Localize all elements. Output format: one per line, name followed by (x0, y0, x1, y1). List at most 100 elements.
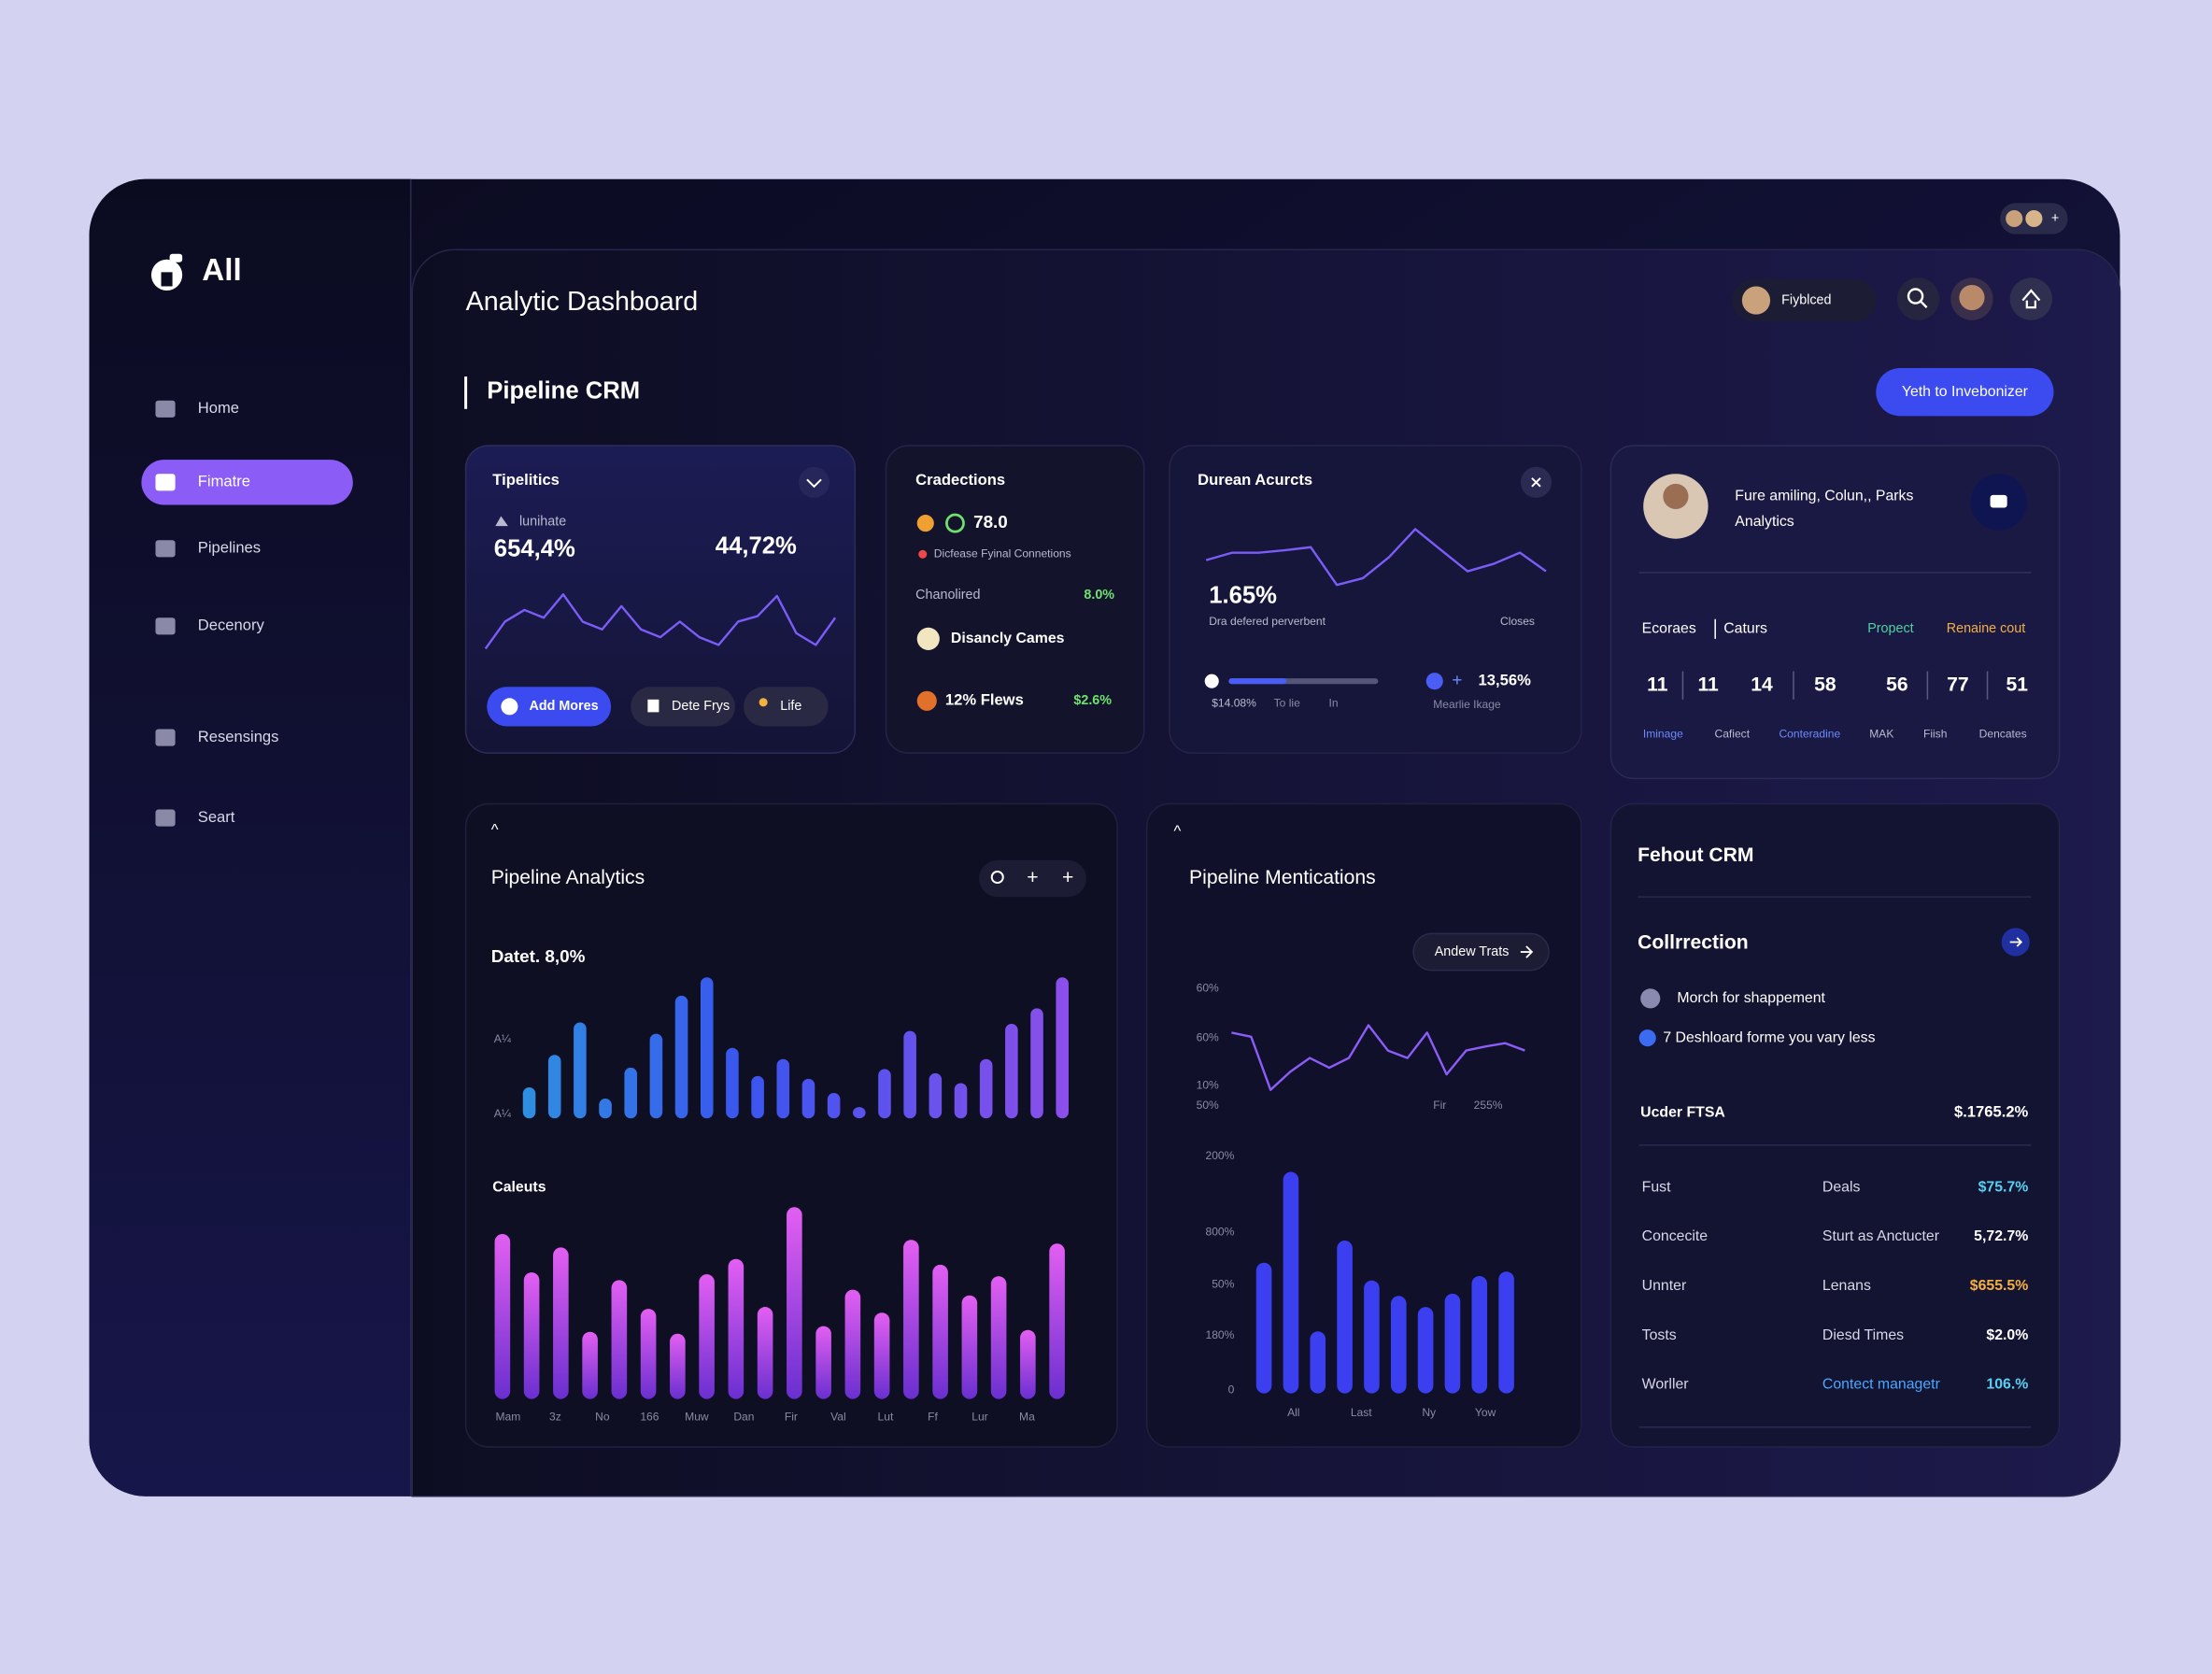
button-icon (501, 698, 518, 716)
score-icon (916, 515, 934, 532)
bar (776, 1058, 790, 1119)
card-value: 654,4% (494, 536, 575, 562)
button-label[interactable]: Dete Frys (672, 699, 730, 714)
bar (801, 1078, 815, 1119)
card-title: Tipelitics (492, 471, 560, 489)
label-icon (495, 516, 508, 527)
chart-tools[interactable] (979, 859, 1086, 898)
sidebar (89, 178, 411, 1497)
bar (1337, 1241, 1353, 1394)
nav-icon (155, 540, 176, 558)
item-label: Disancly Cames (951, 631, 1065, 646)
bar (757, 1307, 773, 1399)
active-nav-pill[interactable] (141, 460, 353, 505)
bar (751, 1075, 764, 1119)
axis-label: 60% (1197, 1030, 1219, 1043)
home-button[interactable] (2009, 277, 2053, 320)
button-add[interactable] (487, 687, 612, 727)
bar (574, 1022, 587, 1119)
bar (1005, 1024, 1018, 1119)
card-note: Dicfease Fyinal Connetions (934, 546, 1071, 560)
stat-label: Dencates (1979, 728, 2027, 741)
button-icon (647, 699, 659, 713)
bar (903, 1240, 919, 1399)
card-caption: Dra defered perverbent (1209, 615, 1326, 628)
row-label: 12% Flews (945, 691, 1024, 709)
axis-note: 255% (1474, 1099, 1503, 1112)
note-dot (918, 549, 928, 559)
slider-handle[interactable] (1204, 674, 1219, 688)
row-label: Tosts (1642, 1327, 1677, 1343)
action-button[interactable] (1876, 368, 2054, 417)
button-icon (759, 698, 768, 707)
bar (1498, 1271, 1514, 1394)
tab[interactable]: Caturs (1723, 621, 1767, 637)
axis-label: 200% (1206, 1149, 1235, 1162)
button-date[interactable] (631, 687, 735, 727)
bar (640, 1309, 657, 1399)
nav-item[interactable]: Seart (198, 808, 235, 826)
tab[interactable]: Ecoraes (1642, 621, 1696, 637)
button-label[interactable]: Add Mores (530, 699, 599, 714)
user-pill[interactable] (1732, 278, 1877, 322)
chevron-icon (806, 478, 822, 489)
search-button[interactable] (1896, 277, 1940, 320)
x-label: Ff (928, 1410, 938, 1423)
axis-label: 60% (1197, 981, 1219, 994)
x-label: Val (830, 1410, 846, 1423)
chart-headline: Datet. 8,0% (491, 946, 586, 966)
bar (873, 1312, 890, 1399)
stat-caption: Mearlie Ikage (1433, 698, 1501, 711)
profile-action-icon (1990, 494, 2007, 508)
action-label: Yeth to Invebonizer (1902, 384, 2029, 400)
bar (1310, 1331, 1326, 1394)
sparkline (484, 593, 837, 650)
bar (599, 1099, 612, 1119)
card-value: 78.0 (973, 512, 1008, 532)
stat-label: Conteradine (1779, 728, 1840, 741)
button-label[interactable]: Andew Trats (1435, 944, 1510, 959)
nav-icon (155, 400, 176, 418)
x-label: Muw (685, 1410, 709, 1423)
nav-icon (155, 809, 176, 827)
bar (547, 1055, 561, 1119)
button-life[interactable] (744, 687, 829, 727)
nav-item[interactable]: Home (198, 399, 239, 417)
card-value: 1.65% (1209, 582, 1277, 608)
panel-analytics (464, 802, 1118, 1448)
bar (1444, 1293, 1461, 1394)
search-icon (1907, 288, 1924, 305)
x-label: All (1287, 1406, 1299, 1419)
caret-icon: ^ (491, 821, 499, 839)
nav-item[interactable]: Decenory (198, 617, 265, 634)
stat-number: 77 (1947, 674, 1969, 695)
nav-item[interactable]: Pipelines (198, 539, 261, 557)
tag: Propect (1867, 621, 1913, 636)
home-icon (2021, 289, 2041, 309)
stat-dot (1425, 673, 1443, 690)
search-icon (1920, 301, 1928, 308)
x-label: Fir (785, 1410, 798, 1423)
panel-title: Pipeline Analytics (491, 867, 645, 888)
bar (844, 1289, 861, 1399)
stat-number: 11 (1647, 674, 1668, 695)
row-label: Lenans (1822, 1278, 1871, 1294)
axis-label: 50% (1212, 1278, 1234, 1291)
bar (726, 1047, 739, 1119)
nav-item[interactable]: Fimatre (198, 473, 250, 490)
summary-label: Ucder FTSA (1640, 1104, 1725, 1120)
collapse-button[interactable] (798, 466, 830, 498)
button-label[interactable]: Life (780, 699, 801, 714)
stat-value: 13,56% (1479, 672, 1532, 689)
card-caption: Closes (1500, 615, 1535, 628)
slider-label: To lie (1274, 697, 1300, 710)
trend-button[interactable] (1412, 932, 1550, 972)
nav-item[interactable]: Resensings (198, 728, 279, 745)
tool-icon (990, 871, 1004, 885)
card-tipelitics (464, 445, 857, 754)
row-value: $655.5% (1970, 1278, 2029, 1294)
nav-icon (155, 474, 176, 491)
bar (929, 1072, 943, 1119)
user-name: Fiyblced (1781, 292, 1831, 307)
